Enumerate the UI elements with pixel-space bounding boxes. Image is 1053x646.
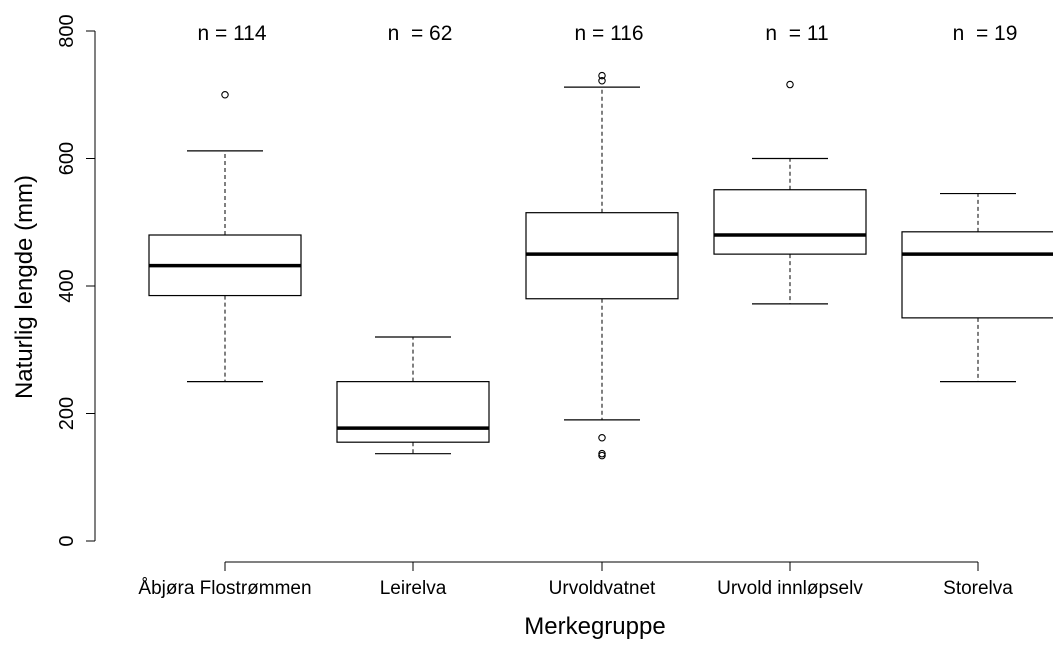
x-tick-label: Leirelva: [380, 578, 447, 599]
outlier-point: [786, 80, 794, 89]
box-group: [525, 71, 679, 460]
outlier-point: [598, 76, 606, 85]
outlier-point: [598, 433, 606, 442]
box-group: [901, 192, 1053, 383]
outlier-point: [221, 91, 229, 99]
box-group: [713, 80, 867, 305]
y-tick-label: 600: [56, 142, 78, 175]
sample-size-label: n = 116: [574, 22, 643, 45]
box-group: [148, 91, 302, 383]
sample-size-label: n = 19: [953, 22, 1018, 45]
sample-size-label: n = 114: [197, 22, 266, 45]
x-tick-label: Urvoldvatnet: [549, 578, 656, 599]
y-axis: 0 200 400 600 800: [56, 14, 96, 547]
x-tick-label: Åbjøra Flostrømmen: [138, 578, 311, 599]
y-axis-title: Naturlig lengde (mm): [11, 175, 38, 399]
sample-size-label: n = 11: [765, 22, 828, 45]
x-axis: Åbjøra Flostrømmen Leirelva Urvoldvatnet Ur…: [138, 561, 1013, 599]
iqr-box: [713, 189, 867, 255]
iqr-box: [336, 381, 490, 443]
iqr-box: [901, 231, 1053, 319]
y-tick-label: 800: [56, 14, 78, 47]
outlier-point: [598, 71, 606, 80]
x-tick-label: Storelva: [943, 578, 1013, 599]
box-group: [336, 336, 490, 455]
x-tick-label: Urvold innløpselv: [717, 578, 863, 599]
y-tick-label: 200: [56, 397, 78, 430]
sample-size-labels: n = 114 n = 62 n = 116 n = 11 n = 19: [197, 22, 1017, 45]
x-axis-title: Merkegruppe: [524, 613, 665, 640]
y-tick-label: 0: [56, 535, 78, 546]
sample-size-label: n = 62: [388, 22, 453, 45]
outlier-point: [598, 451, 606, 460]
y-tick-label: 400: [56, 269, 78, 302]
boxes-group: [148, 71, 1053, 460]
